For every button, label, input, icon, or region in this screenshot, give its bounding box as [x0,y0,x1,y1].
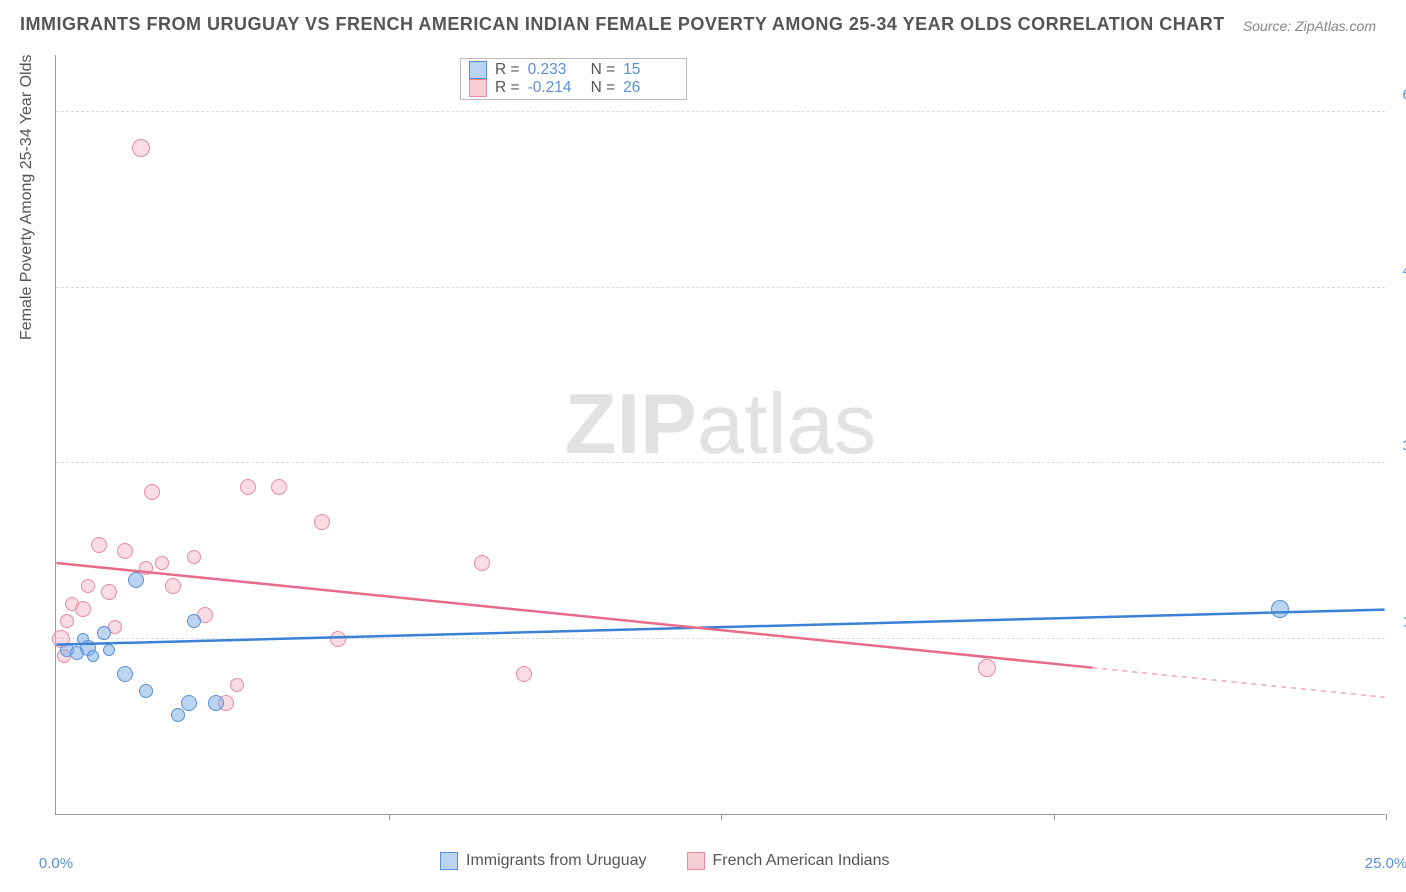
watermark-light: atlas [697,377,877,472]
y-tick-label: 30.0% [1390,438,1406,455]
scatter-point [314,514,330,530]
trend-line [56,610,1384,645]
gridline [56,638,1385,639]
legend-swatch [469,79,487,97]
y-tick-label: 45.0% [1390,262,1406,279]
scatter-point [181,695,197,711]
correlation-legend: R = 0.233 N = 15 R = -0.214 N = 26 [460,58,687,100]
scatter-point [128,572,144,588]
x-tick-minor [721,814,722,820]
y-tick-label: 15.0% [1390,613,1406,630]
scatter-point [117,666,133,682]
scatter-point [474,555,490,571]
legend-label: Immigrants from Uruguay [466,852,647,870]
scatter-point [208,695,224,711]
scatter-point [60,614,74,628]
n-value: 15 [623,61,678,79]
series-legend: Immigrants from Uruguay French American I… [440,852,889,870]
trend-lines-layer [56,55,1385,814]
legend-swatch [687,852,705,870]
y-axis-title: Female Poverty Among 25-34 Year Olds [18,55,36,341]
legend-row: R = -0.214 N = 26 [469,79,678,97]
n-label: N = [591,61,616,79]
scatter-point [101,584,117,600]
gridline [56,462,1385,463]
scatter-point [240,479,256,495]
r-value: -0.214 [528,79,583,97]
scatter-point [165,578,181,594]
r-label: R = [495,79,520,97]
chart-title: IMMIGRANTS FROM URUGUAY VS FRENCH AMERIC… [20,14,1225,35]
source-label: Source: ZipAtlas.com [1243,18,1376,34]
scatter-point [91,537,107,553]
scatter-point [516,666,532,682]
legend-item: Immigrants from Uruguay [440,852,647,870]
n-label: N = [591,79,616,97]
scatter-point [230,678,244,692]
legend-swatch [440,852,458,870]
legend-item: French American Indians [687,852,890,870]
gridline [56,111,1385,112]
scatter-point [144,484,160,500]
scatter-point [187,614,201,628]
scatter-point [271,479,287,495]
plot-area: ZIPatlas 15.0%30.0%45.0%60.0%0.0%25.0% [55,55,1385,815]
scatter-point [87,650,99,662]
scatter-point [1271,600,1289,618]
scatter-point [171,708,185,722]
scatter-point [978,659,996,677]
scatter-point [187,550,201,564]
scatter-point [330,631,346,647]
legend-swatch [469,61,487,79]
x-tick-label: 25.0% [1365,855,1406,872]
scatter-point [132,139,150,157]
scatter-point [81,579,95,593]
scatter-point [155,556,169,570]
scatter-point [97,626,111,640]
scatter-point [117,543,133,559]
legend-label: French American Indians [713,852,890,870]
r-label: R = [495,61,520,79]
y-tick-label: 60.0% [1390,87,1406,104]
r-value: 0.233 [528,61,583,79]
x-tick-minor [1054,814,1055,820]
scatter-point [139,561,153,575]
watermark-bold: ZIP [565,377,697,472]
legend-row: R = 0.233 N = 15 [469,61,678,79]
scatter-point [139,684,153,698]
n-value: 26 [623,79,678,97]
gridline [56,287,1385,288]
x-tick [1386,814,1387,820]
x-tick-minor [389,814,390,820]
scatter-point [103,644,115,656]
watermark: ZIPatlas [565,376,877,474]
trend-line-extrapolated [1092,668,1384,698]
x-tick-label: 0.0% [39,855,73,872]
scatter-point [75,601,91,617]
